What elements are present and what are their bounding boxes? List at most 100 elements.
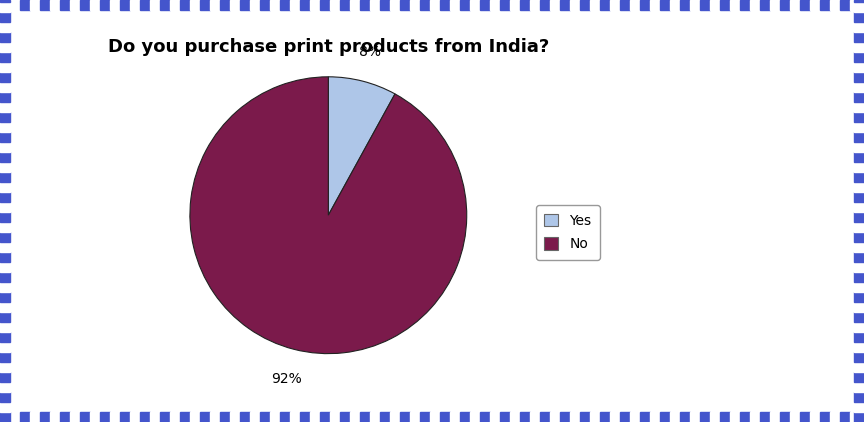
Bar [640,412,650,422]
Bar [0,12,10,22]
Bar [430,0,440,10]
Bar [0,92,10,102]
Bar [80,412,90,422]
Bar [80,0,90,10]
Bar [0,352,10,362]
Bar [810,0,820,10]
Bar [854,182,864,192]
Bar [690,0,700,10]
Bar [150,0,160,10]
Bar [854,202,864,212]
Bar [0,0,10,2]
Bar [610,0,620,10]
Bar [690,412,700,422]
Bar [400,0,410,10]
Bar [0,412,10,422]
Bar [190,412,200,422]
Bar [854,362,864,372]
Bar [280,0,290,10]
Bar [854,22,864,32]
Bar [730,412,740,422]
Bar [780,412,790,422]
Bar [0,252,10,262]
Bar [780,0,790,10]
Bar [0,202,10,212]
Bar [430,412,440,422]
Bar [460,0,470,10]
Text: Do you purchase print products from India?: Do you purchase print products from Indi… [108,38,549,56]
Bar [230,0,240,10]
Bar [854,412,864,422]
Bar [854,122,864,132]
Wedge shape [328,77,395,215]
Legend: Yes, No: Yes, No [536,206,600,260]
Bar [854,402,864,412]
Bar [550,0,560,10]
Bar [0,262,10,272]
Bar [750,0,760,10]
Bar [220,0,230,10]
Bar [260,0,270,10]
Bar [60,412,70,422]
Bar [370,412,380,422]
Bar [410,412,420,422]
Bar [240,412,250,422]
Bar [0,282,10,292]
Bar [0,402,10,412]
Bar [820,412,830,422]
Bar [50,0,60,10]
Bar [450,0,460,10]
Bar [0,232,10,242]
Bar [480,0,490,10]
Bar [490,412,500,422]
Bar [580,412,590,422]
Bar [10,412,20,422]
Bar [740,412,750,422]
Bar [854,332,864,342]
Bar [140,0,150,10]
Bar [700,0,710,10]
Bar [150,412,160,422]
Bar [0,32,10,42]
Bar [70,0,80,10]
Bar [0,302,10,312]
Bar [500,0,510,10]
Bar [0,322,10,332]
Bar [800,0,810,10]
Bar [0,382,10,392]
Bar [180,412,190,422]
Bar [710,0,720,10]
Bar [0,372,10,382]
Bar [160,0,170,10]
Bar [854,302,864,312]
Bar [300,412,310,422]
Bar [120,412,130,422]
Bar [600,0,610,10]
Bar [0,52,10,62]
Bar [854,342,864,352]
Bar [854,32,864,42]
Bar [630,412,640,422]
Bar [480,412,490,422]
Bar [380,0,390,10]
Bar [854,242,864,252]
Bar [530,0,540,10]
Bar [460,412,470,422]
Bar [660,412,670,422]
Bar [570,0,580,10]
Bar [720,412,730,422]
Bar [0,2,10,12]
Bar [470,412,480,422]
Bar [854,352,864,362]
Bar [0,242,10,252]
Bar [620,412,630,422]
Bar [350,412,360,422]
Bar [350,0,360,10]
Bar [850,0,860,10]
Bar [580,0,590,10]
Bar [854,42,864,52]
Bar [760,412,770,422]
Bar [590,412,600,422]
Bar [854,252,864,262]
Bar [854,52,864,62]
